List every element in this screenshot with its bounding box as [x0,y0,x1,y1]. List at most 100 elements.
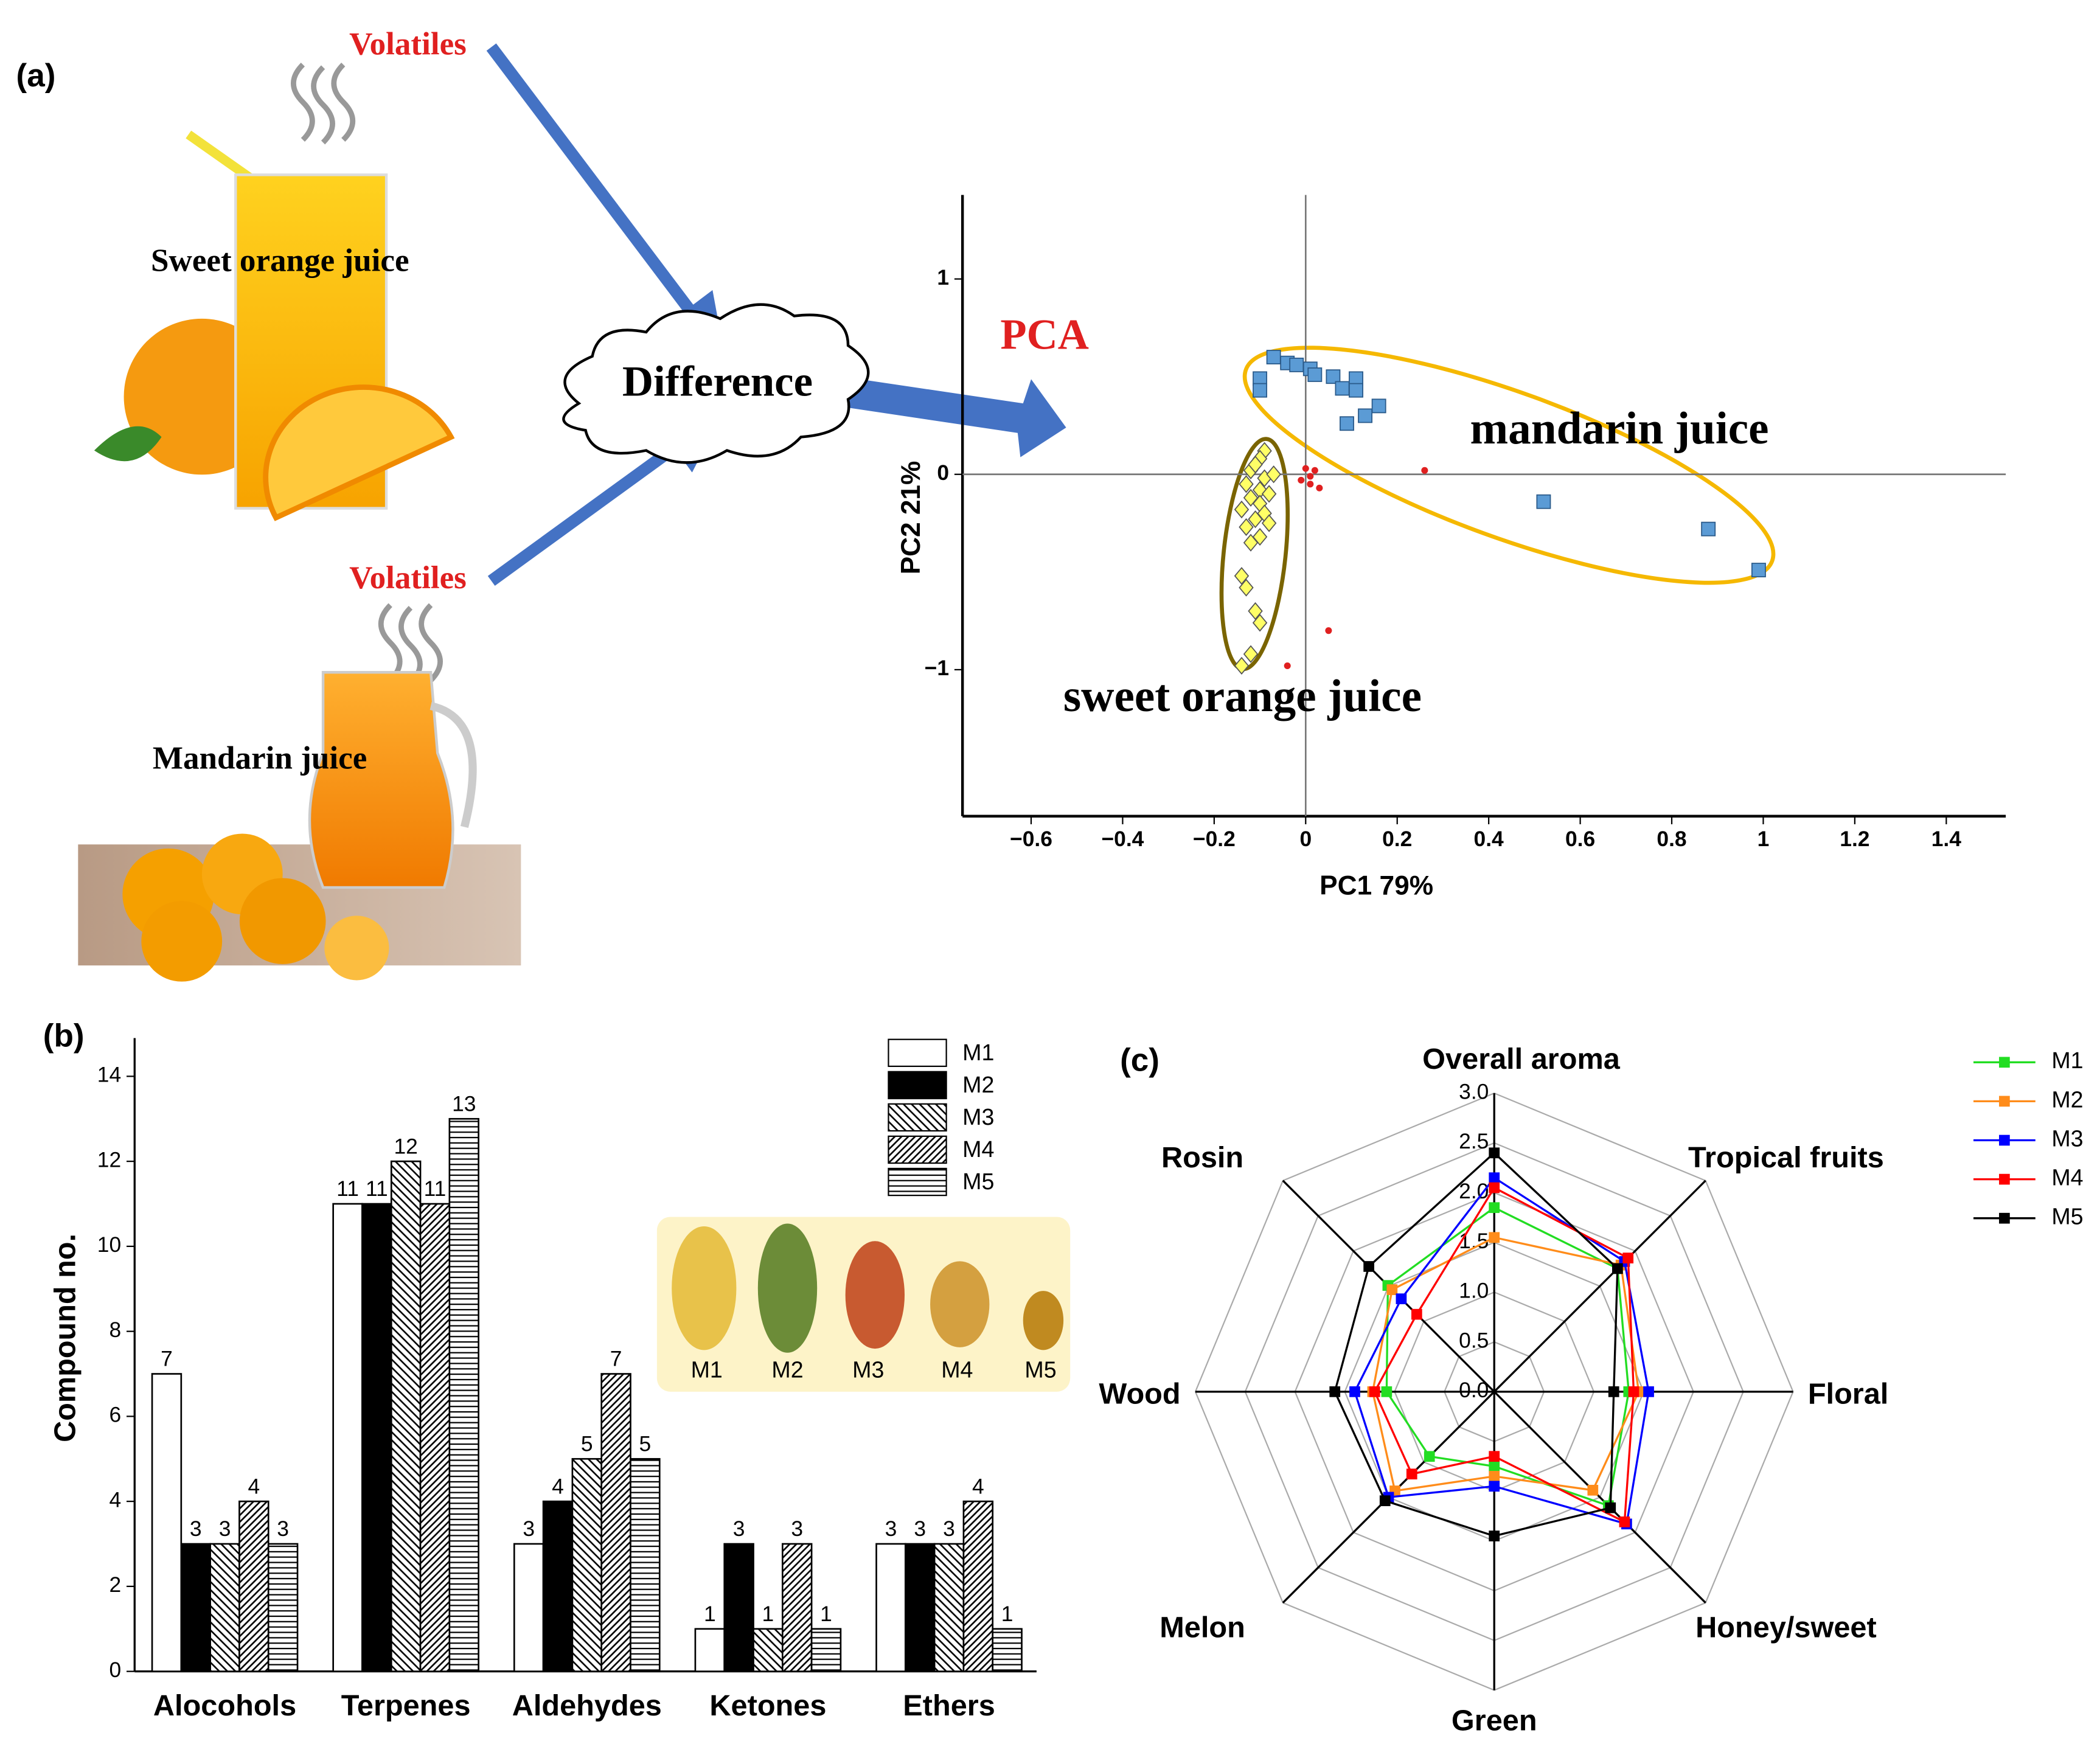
point [1349,383,1363,398]
data-label: 1 [820,1602,832,1626]
legend-label: M5 [962,1169,994,1194]
point [1628,1386,1639,1397]
x-tick-label: 1.4 [1931,827,1962,851]
panel-label: (c) [1120,1042,1160,1078]
point [1424,1451,1435,1462]
point [1349,1386,1360,1397]
cloud [562,303,870,464]
y-tick-label: 8 [109,1318,121,1342]
point [1302,465,1309,472]
r-tick-label: 2.5 [1459,1130,1489,1153]
point [1284,662,1291,670]
label-volatiles: Volatiles [349,560,467,596]
y-tick-label: 14 [97,1063,121,1087]
legend-label: M4 [962,1136,994,1162]
inset-label: M1 [691,1357,723,1383]
bar [332,1203,363,1672]
point [1340,416,1354,431]
data-label: 1 [1001,1602,1013,1626]
legend-marker [1999,1134,2010,1146]
legend-label: M2 [2051,1086,2083,1112]
data-label: 3 [791,1517,803,1541]
point [1298,476,1305,484]
bar [151,1373,183,1672]
point [1243,533,1259,552]
bar [542,1500,574,1672]
point [1379,1495,1391,1506]
inset-label: M3 [852,1357,884,1383]
bar [810,1628,842,1672]
data-label: 1 [762,1602,774,1626]
point [1289,357,1304,372]
panel-label: (b) [43,1018,85,1054]
x-tick-label: Ethers [903,1689,995,1722]
data-label: 5 [581,1433,593,1456]
point [1363,1261,1374,1272]
point [1489,1530,1500,1541]
point [1234,656,1250,675]
x-tick-label: 0.6 [1565,827,1595,851]
point [1489,1172,1500,1184]
x-tick-label: −0.2 [1193,827,1236,851]
mango-inset [656,1217,1071,1392]
data-label: 3 [733,1517,745,1541]
legend-marker [1999,1212,2010,1224]
legend-label: M5 [2051,1204,2083,1229]
data-label: 7 [610,1347,622,1371]
x-tick-label: Aldehydes [512,1689,662,1722]
bar [962,1500,994,1672]
inset-label: M4 [941,1357,973,1383]
data-label: 1 [704,1602,716,1626]
point [1248,510,1263,529]
y-tick-label: 6 [109,1403,121,1427]
point [1489,1451,1500,1462]
data-label: 11 [336,1177,359,1201]
bar [209,1543,240,1672]
bar [390,1160,422,1672]
point [1335,381,1350,396]
legend-swatch [888,1071,947,1100]
bar [571,1457,603,1672]
bar [419,1203,451,1672]
bar [905,1543,936,1672]
r-tick-label: 1.0 [1459,1279,1489,1303]
point [1325,627,1332,634]
data-label: 7 [161,1347,173,1371]
r-tick-label: 1.5 [1459,1229,1489,1253]
point [1612,1263,1623,1274]
bar [992,1628,1023,1672]
legend-label: M4 [2051,1165,2083,1190]
data-label: 3 [885,1517,897,1541]
x-tick-label: −0.4 [1101,827,1144,851]
point [1358,408,1373,423]
bar [723,1543,754,1672]
y-tick-label: 0 [937,461,949,485]
bar [694,1628,726,1672]
bar [630,1457,661,1672]
inset-label: M2 [771,1357,803,1383]
point [1261,485,1277,503]
point [1261,514,1277,532]
point [1421,467,1428,474]
bar [933,1543,965,1672]
y-tick-label: 12 [97,1148,121,1172]
spoke [1493,1391,1706,1604]
legend-swatch [888,1167,947,1197]
y-tick-label: 0 [109,1658,121,1682]
spoke [1493,1179,1706,1393]
point [1619,1516,1630,1527]
label-sweet-orange: Sweet orange juice [151,243,409,278]
point [1701,521,1716,537]
bar [600,1373,631,1672]
data-label: 4 [248,1475,260,1498]
r-tick-label: 0.5 [1459,1329,1489,1352]
point [1489,1147,1500,1159]
orange-juice-illustration [94,62,455,521]
point [1316,484,1323,492]
label-difference: Difference [622,358,813,406]
annotation: sweet orange juice [1063,671,1422,721]
label-method: PCA [1000,311,1089,358]
label-volatiles: Volatiles [349,27,467,62]
x-tick-label: 0.8 [1657,827,1686,851]
